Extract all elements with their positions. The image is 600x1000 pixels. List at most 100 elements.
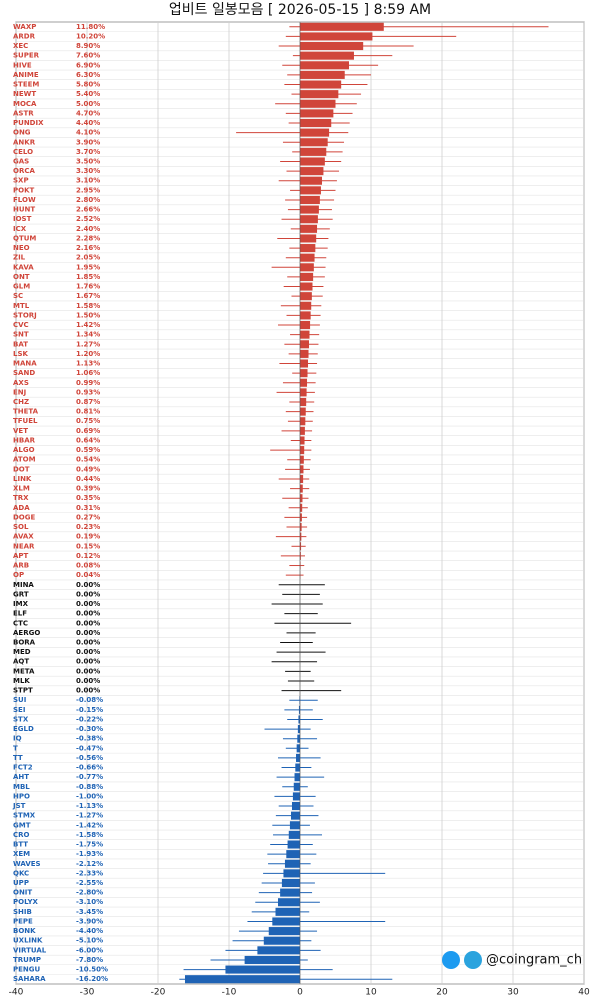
category-label: LSK <box>13 350 29 358</box>
category-label: AVAX <box>13 533 34 541</box>
bar <box>300 532 302 541</box>
value-label: 0.49% <box>76 465 100 473</box>
category-label: META <box>13 667 35 675</box>
bar <box>300 311 311 320</box>
value-label: -2.33% <box>76 869 103 877</box>
category-label: CELO <box>13 148 33 156</box>
bar <box>300 147 327 156</box>
value-label: 1.95% <box>76 263 100 271</box>
category-label: ONT <box>13 273 30 281</box>
bar <box>277 898 300 907</box>
value-label: -1.00% <box>76 792 103 800</box>
bar <box>294 773 300 782</box>
category-label: IQ <box>13 735 22 743</box>
category-label: SUI <box>13 696 26 704</box>
bar <box>300 426 305 435</box>
value-label: 7.60% <box>76 52 100 60</box>
value-label: 0.00% <box>76 638 100 646</box>
category-label: SEI <box>13 706 25 714</box>
value-label: 0.12% <box>76 552 100 560</box>
value-label: -5.10% <box>76 937 103 945</box>
bar <box>300 292 312 301</box>
bar <box>300 90 339 99</box>
category-label: SHIB <box>13 908 32 916</box>
category-label: ADA <box>13 504 30 512</box>
bar <box>244 955 300 964</box>
value-label: 0.19% <box>76 533 100 541</box>
value-label: 3.30% <box>76 167 100 175</box>
bar <box>184 975 300 984</box>
bar <box>300 128 330 137</box>
category-label: ASTR <box>13 109 34 117</box>
value-label: 3.50% <box>76 157 100 165</box>
bar <box>300 205 319 214</box>
category-label: T <box>13 744 18 752</box>
category-label: MBL <box>13 783 30 791</box>
category-label: FCT2 <box>13 764 33 772</box>
value-label: 1.67% <box>76 292 100 300</box>
value-label: 3.10% <box>76 177 100 185</box>
category-label: GLM <box>13 283 30 291</box>
value-label: 1.58% <box>76 302 100 310</box>
bar <box>300 484 303 493</box>
category-label: AERGO <box>13 629 40 637</box>
value-label: 0.08% <box>76 562 100 570</box>
bar <box>300 22 384 31</box>
category-label: BTT <box>13 841 28 849</box>
category-label: STEEM <box>13 81 39 89</box>
bar <box>300 32 373 41</box>
value-label: -10.50% <box>76 966 108 974</box>
value-label: 1.50% <box>76 311 100 319</box>
category-label: ICX <box>13 225 27 233</box>
value-label: 0.00% <box>76 600 100 608</box>
value-label: 0.59% <box>76 446 100 454</box>
x-tick-label: -30 <box>80 988 95 998</box>
category-label: NEO <box>13 244 30 252</box>
value-label: 0.00% <box>76 658 100 666</box>
bar <box>300 523 302 532</box>
category-label: PEPE <box>13 917 33 925</box>
category-label: QKC <box>13 869 29 877</box>
bar <box>300 282 313 291</box>
category-label: BONK <box>13 927 36 935</box>
value-label: 5.80% <box>76 81 100 89</box>
telegram-icon <box>464 951 482 969</box>
category-label: STX <box>13 715 29 723</box>
category-label: SUPER <box>13 52 40 60</box>
bar <box>300 272 314 281</box>
category-label: AHT <box>13 773 29 781</box>
bar <box>300 378 308 387</box>
category-label: STMX <box>13 812 36 820</box>
bar <box>300 397 307 407</box>
bar <box>300 446 305 455</box>
value-label: -16.20% <box>76 975 108 983</box>
bar <box>291 801 300 811</box>
category-label: DOGE <box>13 513 36 521</box>
bar <box>293 782 300 791</box>
value-label: -1.93% <box>76 850 103 858</box>
category-label: ONG <box>13 129 31 137</box>
x-tick-label: 40 <box>578 988 590 998</box>
value-label: -2.55% <box>76 879 103 887</box>
category-label: BORA <box>13 638 36 646</box>
value-label: 6.30% <box>76 71 100 79</box>
bar <box>300 167 324 176</box>
category-label: APT <box>13 552 29 560</box>
value-label: -0.77% <box>76 773 103 781</box>
bar <box>300 118 332 128</box>
category-label: XLM <box>13 485 30 493</box>
category-label: POKT <box>13 186 35 194</box>
value-label: 0.64% <box>76 436 100 444</box>
category-label: GRT <box>13 590 29 598</box>
value-label: 2.40% <box>76 225 100 233</box>
category-label: HUNT <box>13 206 35 214</box>
value-label: 4.10% <box>76 129 100 137</box>
value-label: 0.39% <box>76 485 100 493</box>
value-label: 1.76% <box>76 283 100 291</box>
bar <box>300 80 342 89</box>
bar <box>300 340 310 349</box>
bar <box>300 263 314 272</box>
bar <box>287 840 300 849</box>
category-label: STORJ <box>13 311 37 319</box>
